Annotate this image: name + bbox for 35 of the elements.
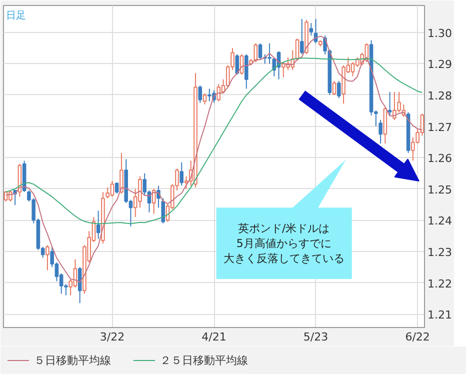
y-tick-label: 1.22 <box>428 277 452 290</box>
y-tick-label: 1.23 <box>428 246 452 259</box>
candlestick <box>46 244 50 271</box>
candlestick <box>114 182 119 194</box>
y-tick-label: 1.29 <box>428 58 452 72</box>
annotation: 英ポンド/米ドルは5月高値からすでに大きく反落してきている <box>223 222 344 265</box>
candlestick <box>161 198 165 224</box>
candlestick <box>216 84 221 102</box>
x-tick-label: 4/21 <box>202 330 226 344</box>
candlestick <box>309 22 314 36</box>
y-tick-label: 1.24 <box>428 214 452 228</box>
y-tick-label: 1.27 <box>428 120 452 134</box>
candlestick <box>300 18 304 55</box>
y-tick-label: 1.28 <box>428 89 452 102</box>
candlestick <box>202 92 207 105</box>
candlestick <box>388 91 392 116</box>
y-tick-label: 1.21 <box>428 308 452 322</box>
candlestick <box>180 162 184 186</box>
y-tick-label: 1.25 <box>428 183 452 196</box>
x-tick-label: 5/23 <box>303 330 328 344</box>
y-tick-label: 1.30 <box>428 26 452 40</box>
candlestick <box>198 85 202 104</box>
y-tick-label: 1.26 <box>428 152 452 166</box>
x-tick-label: 6/22 <box>405 330 430 344</box>
candlestick <box>337 80 341 99</box>
candlestick <box>332 80 336 96</box>
legend-label: ２５日移動平均線 <box>160 352 248 368</box>
x-tick-label: 3/22 <box>100 330 125 344</box>
legend-label: ５日移動平均線 <box>34 352 111 368</box>
candlestick <box>378 120 382 144</box>
candlestick <box>120 152 124 194</box>
candlestick <box>244 54 248 90</box>
candlestick <box>235 54 240 76</box>
candlestick <box>96 210 100 240</box>
annotation: 日足 <box>6 10 26 22</box>
